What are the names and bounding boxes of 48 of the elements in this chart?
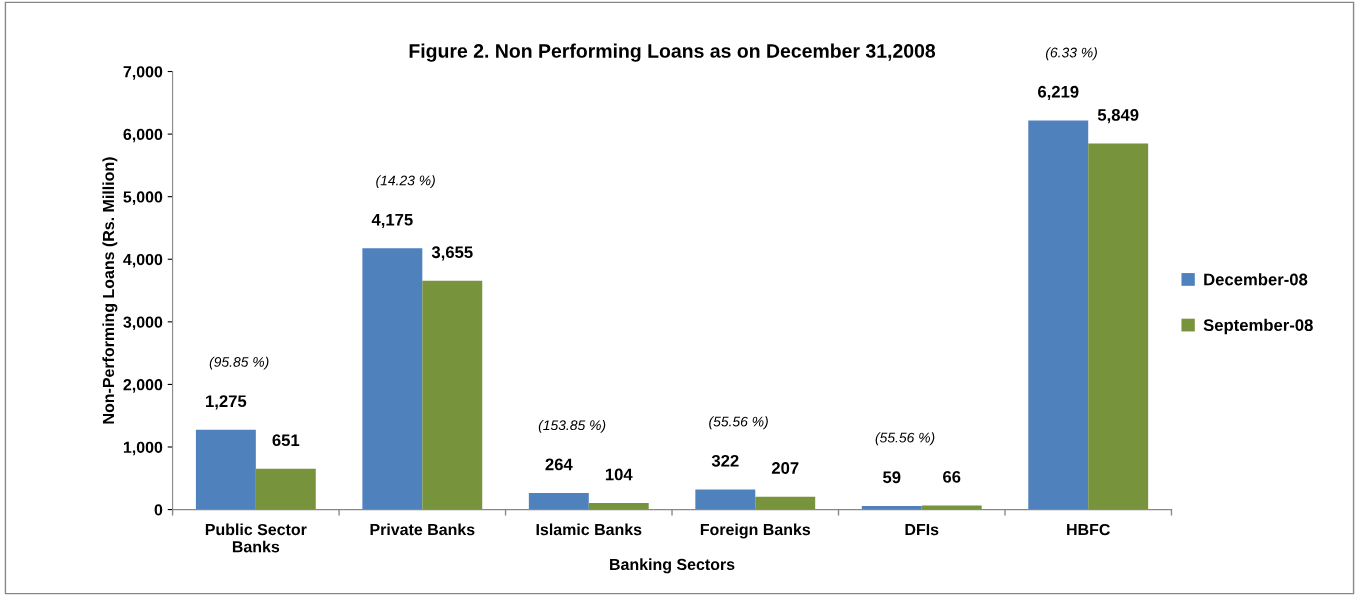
data-label: 322 xyxy=(711,454,739,467)
bar xyxy=(255,468,316,510)
data-label: 3,655 xyxy=(431,246,473,261)
y-tick-label: 5,000 xyxy=(123,191,163,205)
annotation: (153.85 %) xyxy=(538,419,606,433)
bar xyxy=(195,429,256,510)
data-label: 1,275 xyxy=(206,395,247,410)
x-tick-label: Islamic Banks xyxy=(536,523,642,536)
legend-label: September-08 xyxy=(1203,318,1313,335)
annotation: (55.56 %) xyxy=(875,432,935,446)
y-tick-label: 0 xyxy=(154,504,163,516)
x-tick-label: DFIs xyxy=(905,524,939,536)
x-tick-label: Foreign Banks xyxy=(700,523,811,539)
bar xyxy=(528,493,589,510)
data-label: 651 xyxy=(272,434,300,447)
data-label: 104 xyxy=(605,468,633,481)
bar xyxy=(588,503,649,510)
bar xyxy=(422,280,483,510)
data-label: 4,175 xyxy=(371,213,413,228)
x-axis-title: Banking Sectors xyxy=(610,558,735,574)
annotation: (95.85 %) xyxy=(209,356,269,370)
bar xyxy=(695,489,756,510)
bar xyxy=(1088,143,1149,510)
annotation: (55.56 %) xyxy=(709,416,768,430)
legend-label: December-08 xyxy=(1204,273,1308,286)
bar xyxy=(921,505,982,510)
data-label: 207 xyxy=(771,462,799,474)
y-tick-label: 2,000 xyxy=(123,379,163,393)
y-tick-label: 6,000 xyxy=(123,128,163,143)
data-label: 6,219 xyxy=(1038,85,1079,101)
y-tick-label: 4,000 xyxy=(123,253,163,268)
data-label: 59 xyxy=(883,471,901,484)
chart-title: Figure 2. Non Performing Loans as on December 31,2008 xyxy=(409,43,936,62)
bar xyxy=(362,248,423,510)
annotation: (14.23 %) xyxy=(376,175,435,189)
text: (6.33 %) xyxy=(1045,47,1097,61)
x-tick-label: HBFC xyxy=(1067,523,1110,536)
bar xyxy=(755,496,816,510)
data-label: 264 xyxy=(545,458,573,471)
x-tick-label: Private Banks xyxy=(370,523,475,536)
x-tick-label: Public Sector Banks xyxy=(205,523,307,553)
y-tick-label: 7,000 xyxy=(123,66,163,80)
y-tick-label: 3,000 xyxy=(123,316,163,331)
y-axis-title: Non-Performing Loans (Rs. Million) xyxy=(102,157,118,424)
bar xyxy=(1028,120,1089,510)
y-tick-label: 1,000 xyxy=(123,441,163,456)
data-label: 66 xyxy=(943,470,961,483)
data-label: 5,849 xyxy=(1097,109,1139,124)
